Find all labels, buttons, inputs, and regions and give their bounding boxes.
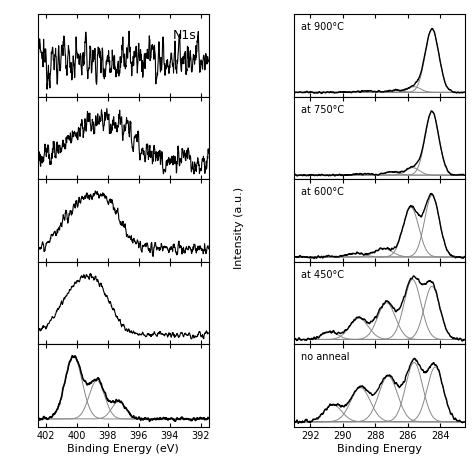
X-axis label: Binding Energy (eV): Binding Energy (eV) — [67, 444, 179, 454]
Text: N1s: N1s — [173, 29, 197, 42]
Text: at 900°C: at 900°C — [301, 22, 344, 32]
Text: at 450°C: at 450°C — [301, 270, 344, 280]
Text: no anneal: no anneal — [301, 352, 349, 362]
Text: at 600°C: at 600°C — [301, 187, 344, 197]
X-axis label: Binding Energy: Binding Energy — [337, 444, 422, 454]
Text: at 750°C: at 750°C — [301, 105, 344, 115]
Text: Intensity (a.u.): Intensity (a.u.) — [234, 186, 245, 269]
